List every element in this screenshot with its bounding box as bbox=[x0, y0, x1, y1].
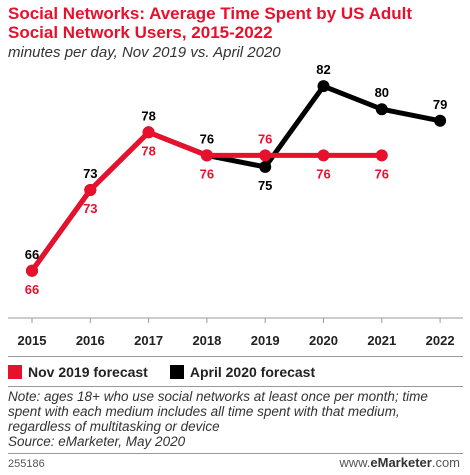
data-label-nov-2019: 73 bbox=[83, 201, 97, 216]
x-tick-label: 2017 bbox=[134, 333, 163, 348]
brand-logo: www.eMarketer.com bbox=[339, 455, 460, 470]
note-top-divider bbox=[8, 386, 463, 387]
x-tick-label: 2021 bbox=[367, 333, 396, 348]
legend-item-apr: April 2020 forecast bbox=[169, 364, 316, 380]
line-chart: 2015 2016 2017 2018 2019 2020 2021 2022 66 73 78 76… bbox=[8, 62, 463, 348]
x-tick-label: 2018 bbox=[192, 333, 221, 348]
data-point-nov-2019 bbox=[259, 149, 272, 162]
data-label-april-2020: 75 bbox=[258, 178, 272, 193]
footer-divider bbox=[8, 453, 463, 454]
x-tick-label: 2015 bbox=[18, 333, 47, 348]
legend-item-nov: Nov 2019 forecast bbox=[8, 364, 148, 380]
data-point-april-2020 bbox=[317, 80, 330, 93]
data-label-april-2020: 80 bbox=[375, 85, 389, 100]
x-tick-label: 2016 bbox=[76, 333, 105, 348]
brand-name: eMarketer bbox=[370, 455, 432, 470]
data-label-nov-2019: 66 bbox=[25, 282, 39, 297]
chart-note: Note: ages 18+ who use social networks a… bbox=[8, 389, 463, 449]
note-text: Note: ages 18+ who use social networks a… bbox=[8, 389, 428, 434]
brand-prefix: www. bbox=[339, 455, 371, 470]
data-label-april-2020: 66 bbox=[25, 247, 39, 262]
data-point-april-2020 bbox=[375, 103, 388, 116]
data-point-nov-2019 bbox=[375, 149, 388, 162]
data-label-april-2020: 82 bbox=[316, 62, 330, 77]
data-label-nov-2019: 76 bbox=[258, 131, 272, 146]
data-point-april-2020 bbox=[259, 160, 272, 173]
data-label-nov-2019: 76 bbox=[316, 166, 330, 181]
source-text: Source: eMarketer, May 2020 bbox=[8, 434, 186, 449]
chart-id: 255186 bbox=[8, 458, 45, 470]
legend-label-nov: Nov 2019 forecast bbox=[28, 364, 148, 380]
legend-top-divider bbox=[8, 356, 463, 357]
data-label-april-2020: 79 bbox=[433, 97, 447, 112]
chart-subtitle: minutes per day, Nov 2019 vs. April 2020 bbox=[8, 44, 281, 61]
data-label-april-2020: 73 bbox=[83, 166, 97, 181]
data-label-april-2020: 76 bbox=[200, 131, 214, 146]
data-point-nov-2019 bbox=[200, 149, 213, 162]
legend-swatch-apr bbox=[169, 365, 184, 379]
data-label-nov-2019: 76 bbox=[375, 166, 389, 181]
data-point-nov-2019 bbox=[142, 126, 155, 139]
data-point-april-2020 bbox=[434, 114, 447, 127]
data-point-nov-2019 bbox=[317, 149, 330, 162]
data-label-nov-2019: 78 bbox=[141, 143, 155, 158]
data-point-nov-2019 bbox=[84, 184, 97, 196]
legend: Nov 2019 forecast April 2020 forecast bbox=[8, 364, 337, 380]
x-tick-label: 2020 bbox=[309, 333, 338, 348]
data-point-nov-2019 bbox=[26, 264, 38, 277]
chart-title: Social Networks: Average Time Spent by U… bbox=[8, 4, 413, 42]
legend-swatch-nov bbox=[8, 365, 22, 379]
brand-suffix: .com bbox=[431, 455, 460, 470]
data-label-april-2020: 78 bbox=[141, 108, 155, 123]
x-tick-label: 2022 bbox=[426, 333, 455, 348]
x-tick-label: 2019 bbox=[251, 333, 280, 348]
legend-label-apr: April 2020 forecast bbox=[189, 364, 316, 380]
data-label-nov-2019: 76 bbox=[200, 166, 214, 181]
